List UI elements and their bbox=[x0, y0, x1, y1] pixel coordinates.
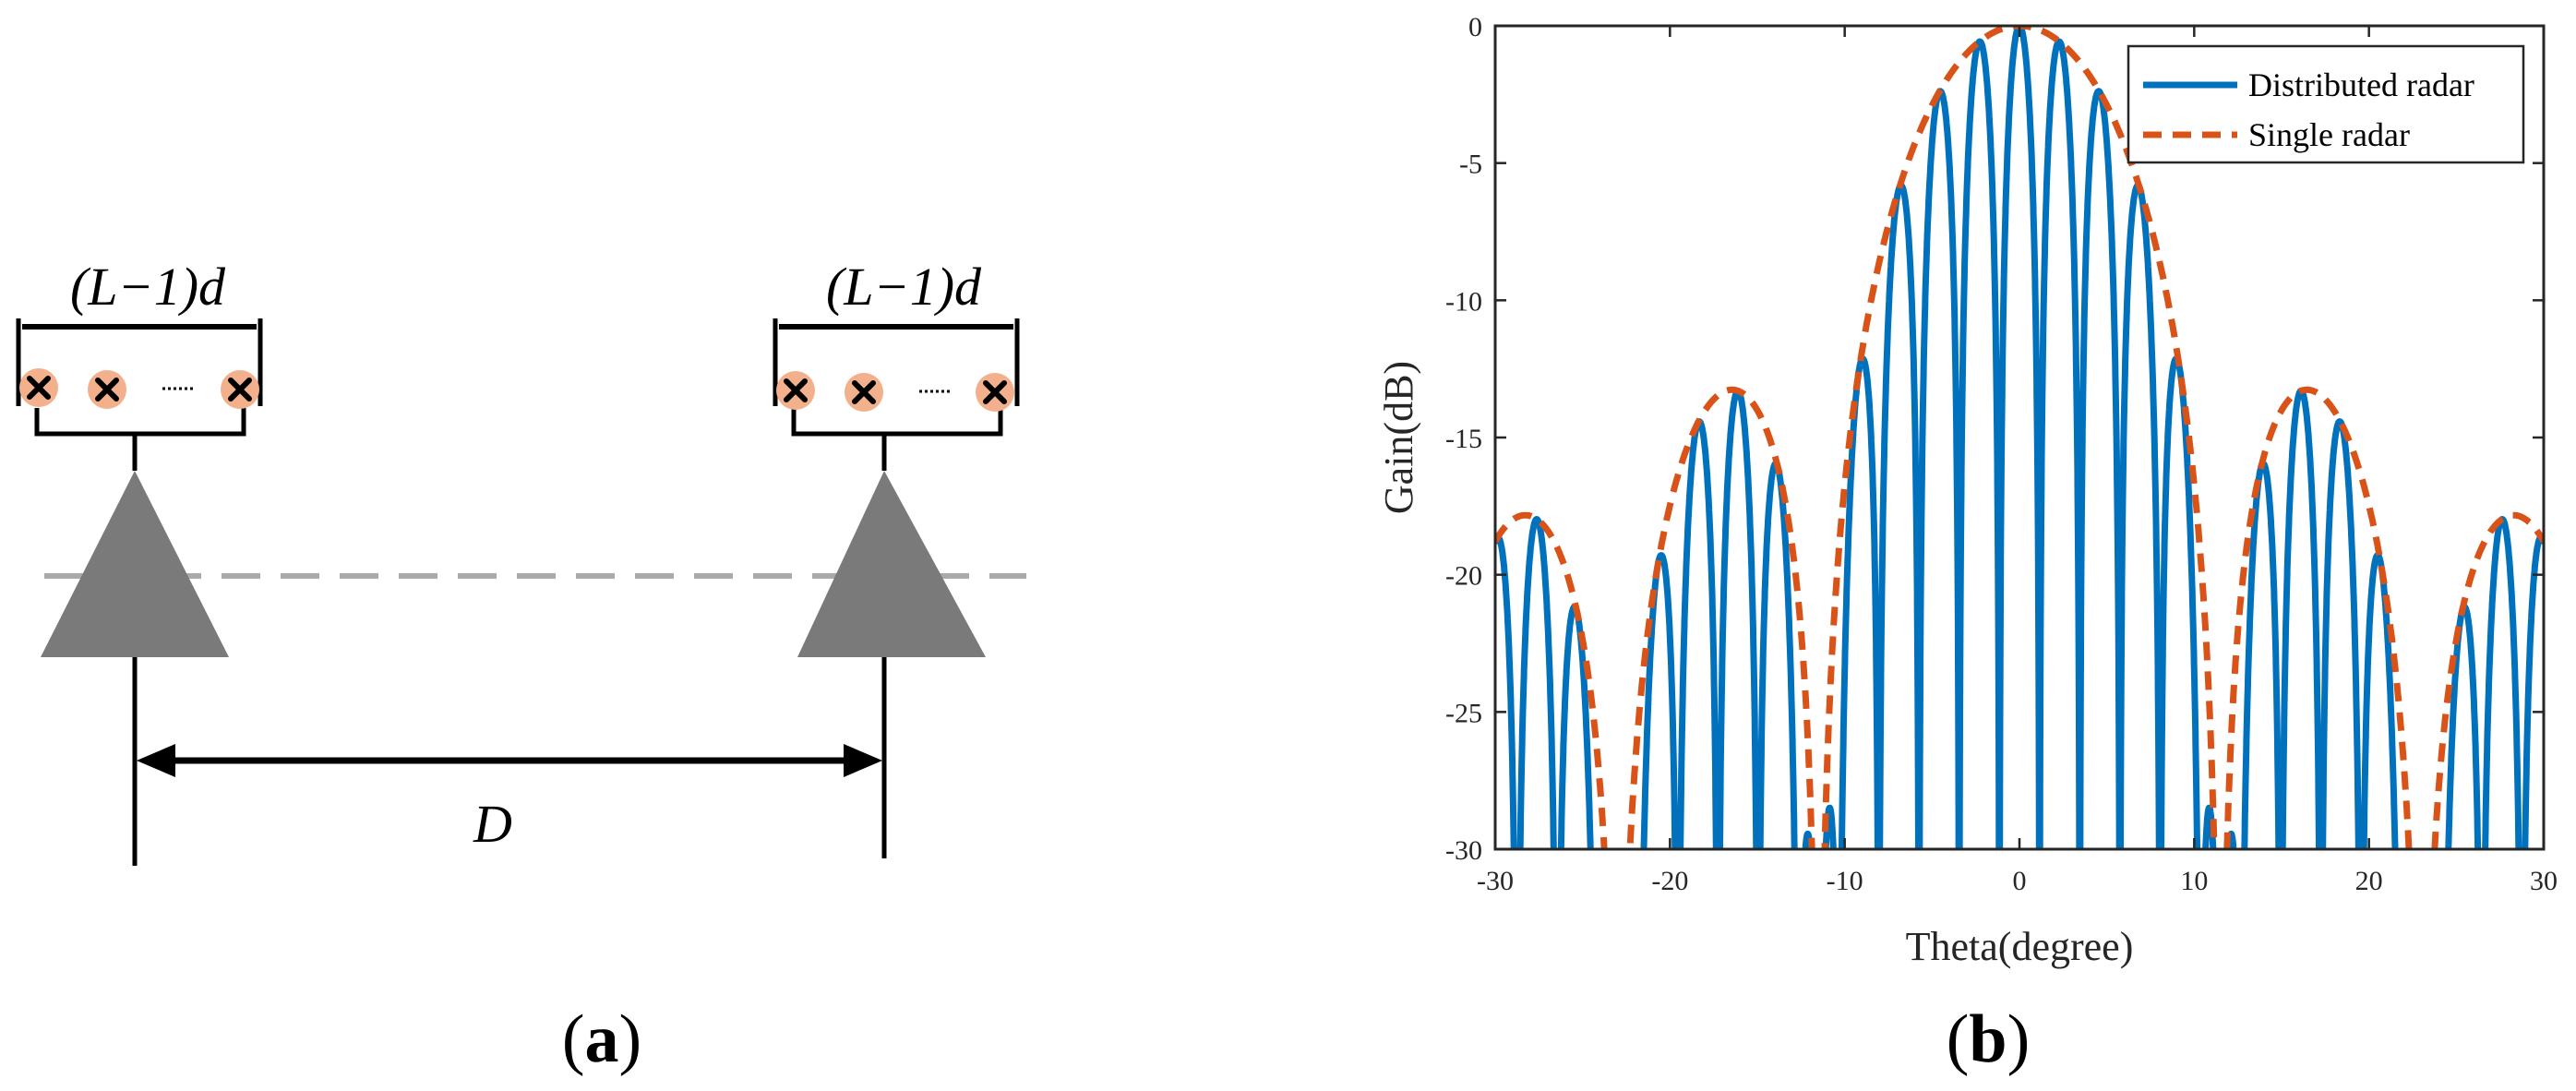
legend-label-distributed-radar: Distributed radar bbox=[2248, 66, 2474, 103]
x-tick-label: -20 bbox=[1651, 866, 1688, 896]
right-radar: (L−1)d bbox=[773, 257, 1020, 858]
y-axis-label: Gain(dB) bbox=[1376, 361, 1421, 514]
baseline-arrow bbox=[137, 744, 882, 777]
right-array-bracket bbox=[791, 408, 1003, 437]
x-axis-label: Theta(degree) bbox=[1906, 924, 2134, 969]
right-aperture-label: (L−1)d bbox=[826, 257, 982, 317]
x-axis-ticks: -30 -20 -10 0 10 20 30 bbox=[1477, 26, 2558, 896]
panel-a-diagram: (L−1)d (L−1)d bbox=[16, 257, 1026, 1077]
left-array-bracket bbox=[34, 408, 246, 437]
y-tick-label: -10 bbox=[1445, 286, 1482, 317]
y-tick-label: -30 bbox=[1445, 835, 1482, 866]
series-line-single-radar bbox=[1495, 26, 2544, 849]
right-array-element bbox=[976, 373, 1014, 412]
left-array-element bbox=[88, 370, 126, 409]
y-axis-ticks: 0 -5 -10 -15 -20 -25 -30 bbox=[1445, 12, 2544, 866]
left-array-element bbox=[19, 368, 58, 407]
left-aperture-label: (L−1)d bbox=[70, 257, 226, 317]
arrowhead-right-icon bbox=[844, 744, 882, 777]
right-radar-triangle-icon bbox=[797, 471, 986, 657]
panel-b-caption: (b) bbox=[1947, 1001, 2030, 1077]
x-tick-label: -10 bbox=[1827, 866, 1863, 896]
x-tick-label: 30 bbox=[2530, 866, 2558, 896]
x-tick-label: 10 bbox=[2180, 866, 2208, 896]
right-array-element bbox=[845, 373, 883, 412]
series-line-distributed-radar bbox=[1495, 26, 2544, 849]
arrowhead-left-icon bbox=[137, 744, 175, 777]
legend: Distributed radar Single radar bbox=[2127, 44, 2525, 164]
y-tick-label: -5 bbox=[1459, 150, 1482, 180]
y-tick-label: -20 bbox=[1445, 561, 1482, 592]
baseline-label: D bbox=[473, 794, 512, 854]
plot-area bbox=[1495, 26, 2544, 849]
y-tick-label: -25 bbox=[1445, 698, 1482, 728]
left-radar: (L−1)d bbox=[16, 257, 263, 866]
legend-box bbox=[2127, 44, 2525, 164]
y-tick-label: -15 bbox=[1445, 424, 1482, 454]
panel-a-caption: (a) bbox=[562, 1001, 641, 1077]
y-tick-label: 0 bbox=[1468, 12, 1482, 42]
x-tick-label: 0 bbox=[2013, 866, 2027, 896]
x-tick-label: 20 bbox=[2355, 866, 2383, 896]
right-array-element bbox=[776, 371, 815, 410]
panel-b-chart: -30 -20 -10 0 10 20 30 0 -5 -10 -15 -20 -25 -30 Thet… bbox=[1376, 12, 2558, 1077]
left-radar-triangle-icon bbox=[41, 471, 229, 657]
left-array-element bbox=[221, 370, 259, 409]
x-tick-label: -30 bbox=[1477, 866, 1514, 896]
legend-label-single-radar: Single radar bbox=[2248, 116, 2410, 153]
